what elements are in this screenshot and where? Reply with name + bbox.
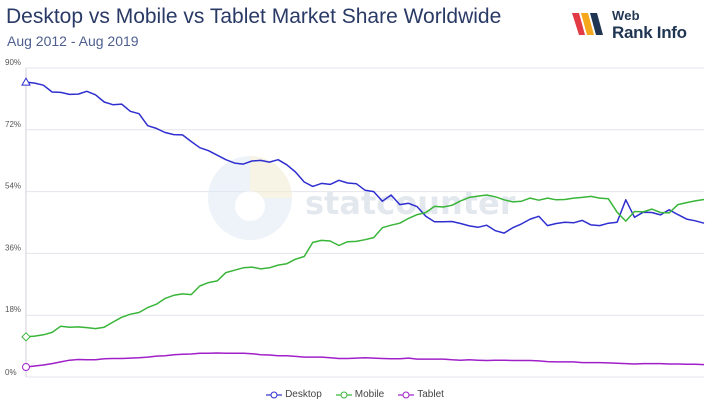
desktop-start-marker	[21, 77, 31, 86]
chart-title: Desktop vs Mobile vs Tablet Market Share…	[6, 5, 502, 28]
mobile-legend-symbol	[335, 391, 352, 398]
mobile-start-marker	[21, 332, 31, 342]
watermark-text: statcounter	[305, 184, 516, 222]
webrankinfo-logo[interactable]: Web Rank Info	[570, 8, 705, 43]
statcounter-logo-icon	[208, 156, 292, 240]
y-tick-label: 72%	[5, 120, 21, 129]
brand-line1: Web	[612, 8, 640, 23]
legend-label-mobile: Mobile	[354, 389, 385, 400]
desktop-legend-symbol	[266, 391, 283, 398]
y-axis: 0% 18% 36% 54% 72% 90%	[5, 58, 27, 377]
legend-item-mobile[interactable]: Mobile	[335, 389, 385, 400]
gridlines	[26, 67, 704, 378]
y-tick-label: 54%	[5, 182, 21, 191]
tablet-series-line	[25, 352, 705, 368]
legend-item-tablet[interactable]: Tablet	[398, 389, 444, 400]
chart-subtitle: Aug 2012 - Aug 2019	[7, 33, 139, 49]
legend: Desktop Mobile Tablet	[0, 389, 710, 400]
desktop-series-line	[25, 81, 705, 234]
tablet-legend-symbol	[398, 391, 415, 398]
series-lines	[25, 81, 705, 368]
y-tick-label: 0%	[5, 368, 17, 377]
series-markers	[21, 77, 31, 372]
tablet-start-marker	[22, 363, 30, 372]
legend-label-tablet: Tablet	[417, 389, 444, 400]
brand-line2: Rank Info	[612, 23, 687, 42]
mobile-series-line	[25, 194, 705, 338]
legend-label-desktop: Desktop	[285, 389, 322, 400]
y-tick-label: 36%	[5, 243, 21, 252]
y-tick-label: 18%	[5, 305, 21, 314]
webrankinfo-logo-icon	[572, 13, 603, 35]
legend-item-desktop[interactable]: Desktop	[266, 389, 322, 400]
y-tick-label: 90%	[5, 58, 21, 67]
statcounter-watermark: statcounter	[208, 156, 516, 240]
